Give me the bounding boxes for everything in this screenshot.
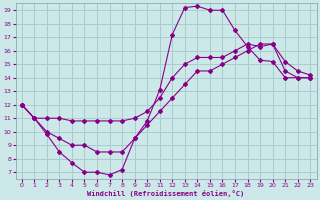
X-axis label: Windchill (Refroidissement éolien,°C): Windchill (Refroidissement éolien,°C) [87,190,245,197]
